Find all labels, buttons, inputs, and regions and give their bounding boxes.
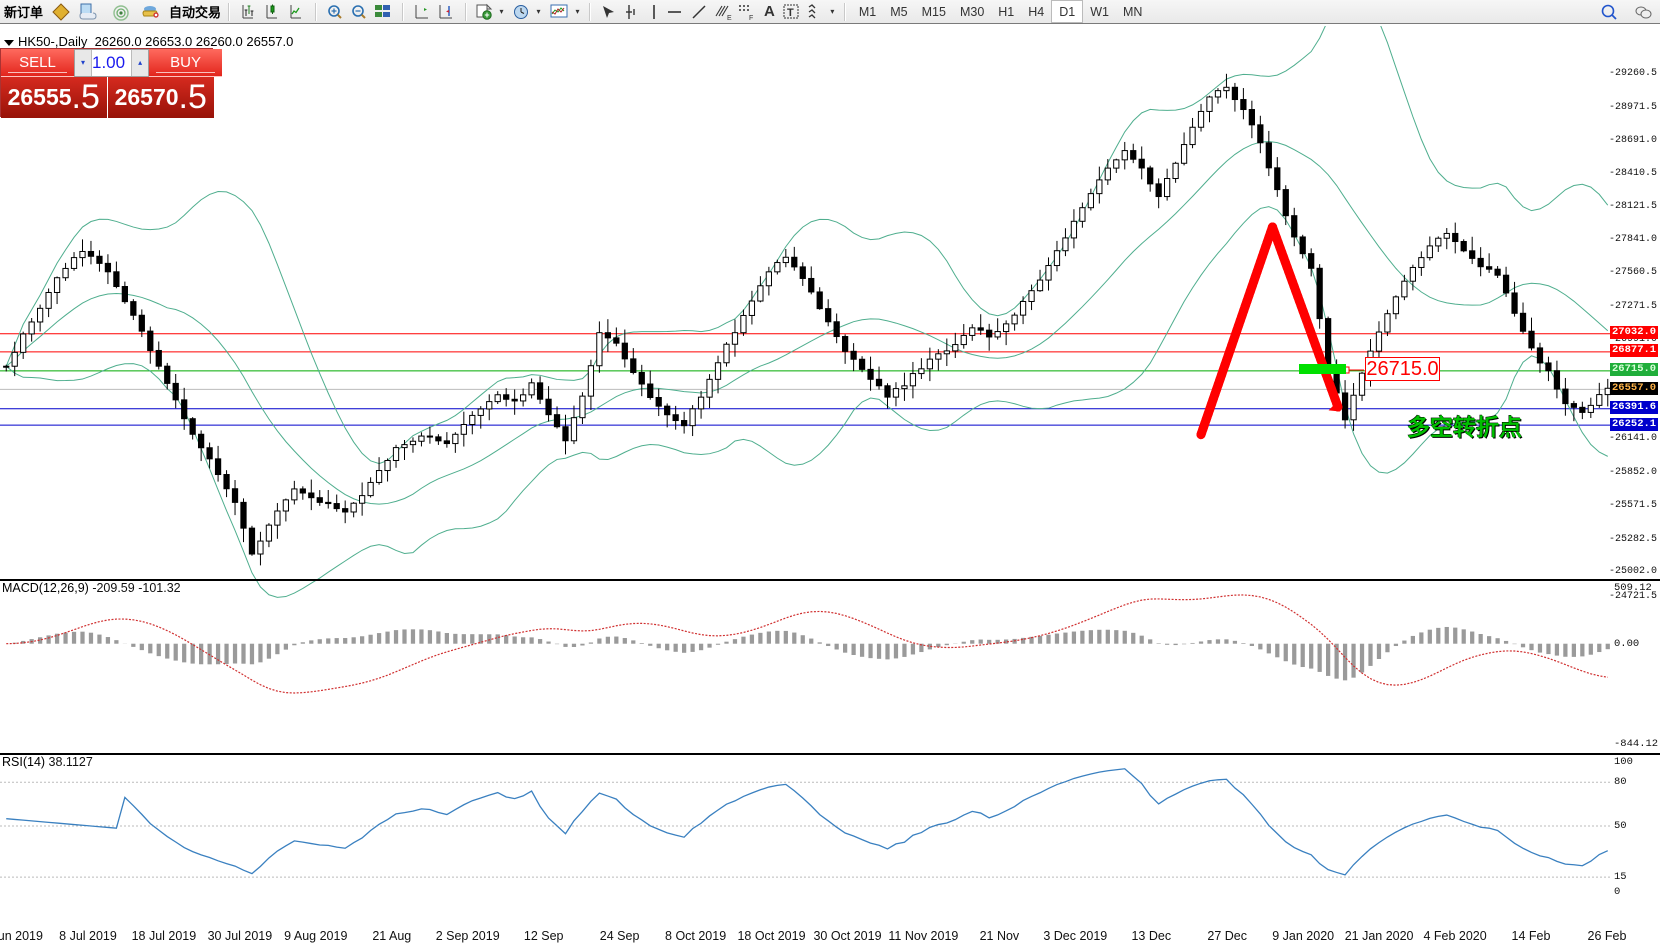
svg-text:T: T bbox=[787, 7, 794, 19]
svg-text:E: E bbox=[727, 15, 732, 21]
svg-text:F: F bbox=[749, 15, 753, 21]
